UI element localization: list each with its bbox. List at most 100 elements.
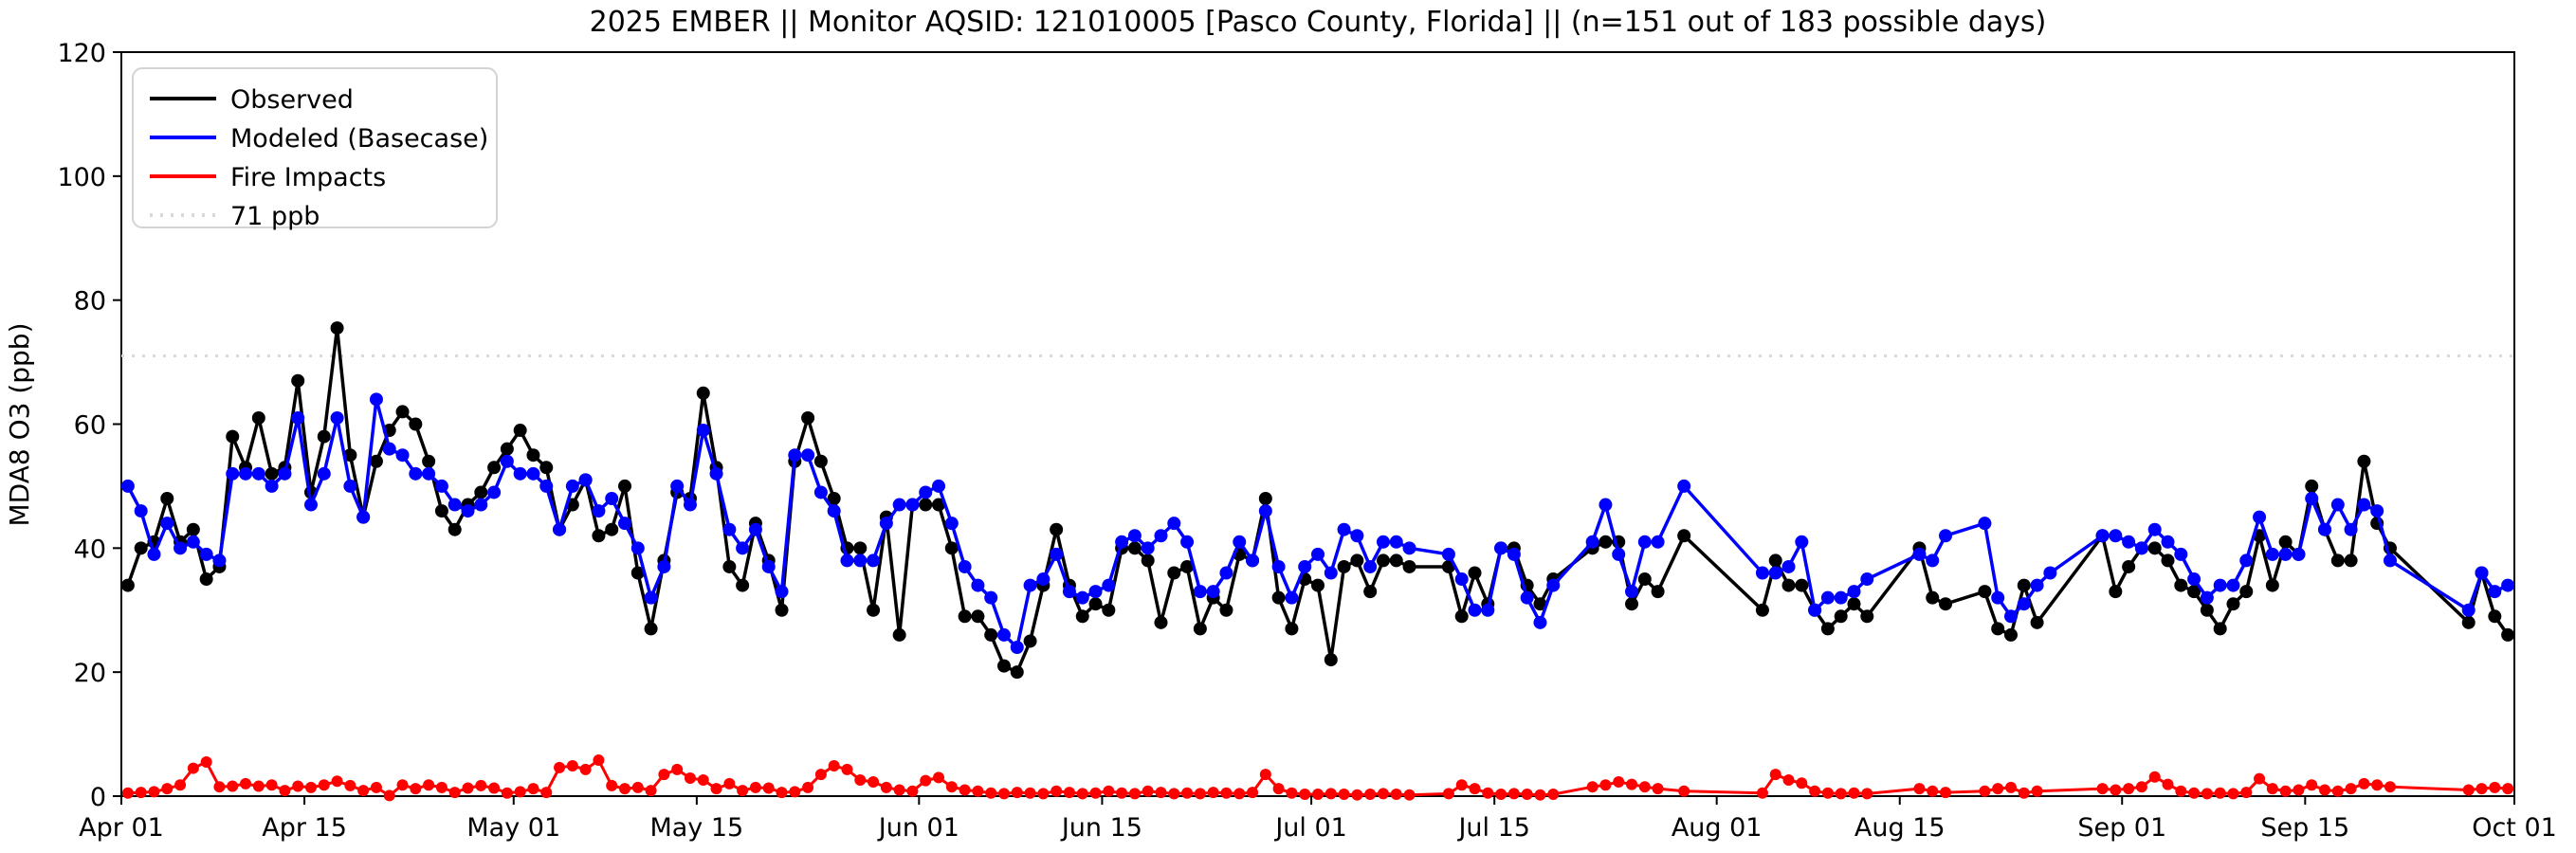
series-marker-modeled-basecase- [605, 492, 619, 505]
series-marker-fire-impacts [1011, 787, 1023, 799]
series-marker-modeled-basecase- [1481, 603, 1495, 617]
series-marker-modeled-basecase- [1454, 572, 1469, 587]
series-marker-fire-impacts [1194, 788, 1206, 800]
series-marker-fire-impacts [723, 777, 736, 789]
series-marker-modeled-basecase- [160, 517, 174, 531]
series-marker-observed [736, 578, 750, 592]
series-marker-fire-impacts [2371, 779, 2384, 791]
series-marker-fire-impacts [880, 781, 892, 793]
series-marker-observed [474, 485, 488, 499]
series-marker-modeled-basecase- [2174, 547, 2188, 561]
x-tick-label: Aug 15 [1854, 813, 1946, 843]
series-marker-modeled-basecase- [867, 554, 881, 568]
series-marker-fire-impacts [1626, 778, 1638, 790]
series-marker-modeled-basecase- [1768, 566, 1782, 580]
series-marker-modeled-basecase- [2043, 566, 2057, 580]
series-marker-observed [526, 448, 540, 463]
series-marker-modeled-basecase- [722, 522, 737, 536]
series-marker-fire-impacts [135, 787, 147, 799]
series-marker-fire-impacts [1233, 788, 1246, 800]
series-marker-observed [1075, 609, 1089, 624]
series-marker-observed [2161, 554, 2175, 568]
series-marker-fire-impacts [684, 772, 696, 785]
y-tick-label: 100 [57, 163, 106, 192]
series-marker-modeled-basecase- [278, 466, 292, 481]
y-tick-label: 80 [74, 287, 106, 317]
series-marker-fire-impacts [1821, 787, 1834, 799]
series-marker-modeled-basecase- [1781, 559, 1796, 573]
series-marker-observed [2278, 535, 2293, 549]
series-marker-fire-impacts [1220, 787, 1233, 799]
series-marker-fire-impacts [1128, 788, 1141, 800]
series-marker-fire-impacts [710, 783, 722, 795]
series-marker-observed [500, 442, 514, 456]
x-tick-label: May 01 [466, 813, 560, 843]
series-marker-observed [867, 603, 881, 617]
series-marker-observed [2461, 615, 2476, 629]
series-marker-modeled-basecase- [813, 485, 828, 499]
series-marker-fire-impacts [435, 781, 448, 793]
series-marker-fire-impacts [1063, 787, 1075, 799]
series-marker-fire-impacts [252, 780, 265, 792]
series-marker-modeled-basecase- [2318, 522, 2332, 536]
series-marker-observed [1102, 603, 1116, 617]
series-marker-observed [2305, 479, 2319, 493]
series-marker-fire-impacts [1403, 789, 1416, 801]
series-marker-modeled-basecase- [2370, 504, 2384, 518]
series-marker-observed [395, 405, 410, 419]
series-marker-fire-impacts [1809, 785, 1821, 797]
series-marker-fire-impacts [1861, 788, 1873, 800]
series-marker-modeled-basecase- [2278, 547, 2293, 561]
series-marker-modeled-basecase- [553, 522, 567, 536]
series-marker-modeled-basecase- [2030, 578, 2044, 592]
series-marker-observed [1219, 603, 1233, 617]
series-marker-observed [971, 609, 985, 624]
series-marker-fire-impacts [854, 773, 867, 786]
series-marker-fire-impacts [1442, 788, 1454, 800]
series-marker-observed [722, 559, 737, 573]
series-marker-fire-impacts [2345, 783, 2357, 795]
series-marker-modeled-basecase- [395, 448, 410, 463]
series-marker-modeled-basecase- [630, 541, 645, 555]
series-marker-fire-impacts [1652, 783, 1664, 795]
series-marker-observed [1677, 529, 1691, 543]
series-marker-modeled-basecase- [134, 504, 148, 518]
series-marker-observed [2174, 578, 2188, 592]
series-marker-observed [1834, 609, 1848, 624]
series-marker-fire-impacts [2306, 779, 2318, 791]
series-marker-fire-impacts [1782, 773, 1795, 786]
series-marker-fire-impacts [920, 774, 932, 787]
series-marker-modeled-basecase- [186, 535, 200, 549]
series-marker-modeled-basecase- [239, 466, 253, 481]
series-marker-fire-impacts [304, 781, 317, 793]
series-marker-observed [1376, 554, 1390, 568]
series-marker-observed [2122, 559, 2136, 573]
series-marker-modeled-basecase- [996, 627, 1011, 642]
series-marker-modeled-basecase- [1847, 585, 1861, 599]
series-marker-fire-impacts [1312, 789, 1324, 801]
series-marker-observed [696, 386, 710, 400]
series-marker-observed [801, 410, 815, 425]
series-marker-modeled-basecase- [2226, 578, 2240, 592]
series-marker-fire-impacts [671, 763, 684, 775]
series-marker-observed [1978, 585, 1992, 599]
series-marker-modeled-basecase- [1585, 535, 1599, 549]
series-marker-observed [1023, 634, 1037, 648]
series-marker-fire-impacts [2031, 785, 2043, 797]
legend-label: Observed [230, 85, 354, 115]
series-marker-modeled-basecase- [1637, 535, 1652, 549]
series-marker-modeled-basecase- [1219, 566, 1233, 580]
series-marker-fire-impacts [2227, 788, 2239, 800]
x-tick-label: Jul 15 [1456, 813, 1530, 843]
series-marker-modeled-basecase- [2488, 585, 2502, 599]
series-marker-fire-impacts [619, 783, 631, 795]
series-marker-modeled-basecase- [1141, 541, 1155, 555]
series-marker-fire-impacts [2162, 778, 2174, 790]
series-marker-modeled-basecase- [174, 541, 188, 555]
series-marker-observed [605, 522, 619, 536]
series-marker-fire-impacts [1168, 788, 1180, 800]
series-marker-modeled-basecase- [448, 498, 462, 512]
series-marker-fire-impacts [1927, 785, 1939, 797]
series-marker-fire-impacts [2175, 785, 2187, 797]
series-marker-modeled-basecase- [147, 547, 161, 561]
